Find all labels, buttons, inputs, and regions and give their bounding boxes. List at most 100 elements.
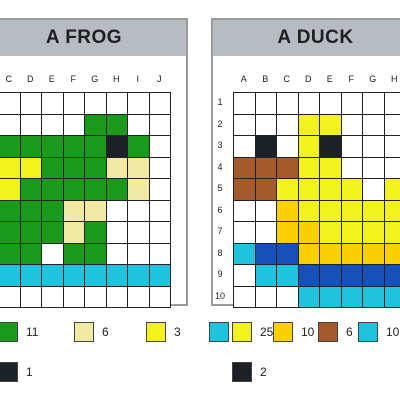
- frog-cell: [84, 156, 107, 179]
- duck-cell: [276, 221, 299, 244]
- frog-cell: [62, 92, 85, 115]
- frog-cell: [127, 113, 150, 136]
- frog-cell: [19, 242, 42, 265]
- frog-cell: [62, 221, 85, 244]
- frog-cell: [105, 113, 128, 136]
- duck-legend-count: 2: [260, 365, 267, 379]
- duck-row-number: 5: [217, 183, 223, 193]
- duck-cell: [383, 285, 400, 308]
- frog-cell: [84, 242, 107, 265]
- duck-column-letter: C: [283, 74, 291, 84]
- duck-cell: [319, 264, 342, 287]
- frog-cell: [84, 264, 107, 287]
- duck-column-letter: G: [369, 74, 377, 84]
- duck-cell: [254, 156, 277, 179]
- frog-legend-item: 1: [0, 362, 33, 382]
- duck-legend-count: 6: [346, 325, 353, 339]
- frog-cell: [19, 178, 42, 201]
- duck-cell: [383, 178, 400, 201]
- duck-cell: [319, 178, 342, 201]
- frog-cell: [41, 178, 64, 201]
- frog-legend-count: 1: [26, 365, 33, 379]
- duck-cell: [362, 199, 385, 222]
- duck-row-number: 8: [217, 247, 223, 258]
- frog-column-letter: F: [70, 74, 77, 84]
- frog-cell: [105, 264, 128, 287]
- duck-cell: [340, 92, 363, 115]
- frog-cell: [84, 92, 107, 115]
- frog-cell: [62, 135, 85, 158]
- duck-cell: [319, 92, 342, 115]
- duck-cell: [276, 178, 299, 201]
- duck-cell: [319, 135, 342, 158]
- duck-cell: [254, 92, 277, 115]
- frog-cell: [148, 285, 171, 308]
- frog-cell: [105, 135, 128, 158]
- frog-cell: [19, 285, 42, 308]
- duck-legend-swatch: [358, 322, 378, 342]
- duck-cell: [362, 264, 385, 287]
- frog-cell: [0, 156, 21, 179]
- duck-legend-count: 25: [260, 325, 274, 339]
- frog-panel: A FROG C D E F G H I J: [0, 18, 188, 308]
- duck-row-number: 6: [217, 204, 223, 215]
- duck-row-number: 2: [217, 118, 223, 129]
- frog-cell: [62, 156, 85, 179]
- frog-cell: [41, 285, 64, 308]
- duck-cell: [233, 221, 256, 244]
- frog-cell: [84, 113, 107, 136]
- duck-cell: [340, 135, 363, 158]
- duck-legend-item: 10: [358, 322, 399, 342]
- frog-cell: [19, 156, 42, 179]
- duck-cell: [319, 199, 342, 222]
- frog-column-letter: I: [136, 74, 139, 84]
- frog-cell: [105, 242, 128, 265]
- duck-title: A DUCK: [213, 20, 400, 56]
- duck-column-letter: D: [305, 74, 312, 84]
- frog-cell: [148, 135, 171, 158]
- frog-legend-count: 11: [26, 325, 39, 339]
- duck-cell: [254, 178, 277, 201]
- frog-cell: [0, 113, 21, 136]
- frog-legend-swatch: [146, 322, 166, 342]
- duck-cell: [383, 92, 400, 115]
- frog-title: A FROG: [0, 20, 186, 56]
- duck-column-letter: A: [240, 74, 247, 84]
- duck-row-number: 4: [217, 161, 223, 172]
- frog-legend-swatch: [74, 322, 94, 342]
- duck-cell: [383, 242, 400, 265]
- duck-cell: [383, 135, 400, 158]
- duck-cell: [233, 135, 256, 158]
- frog-cell: [0, 264, 21, 287]
- duck-grid: [233, 92, 400, 308]
- frog-cell: [0, 178, 21, 201]
- duck-cell: [233, 285, 256, 308]
- frog-cell: [105, 92, 128, 115]
- frog-cell: [148, 92, 171, 115]
- duck-legend-swatch: [318, 322, 338, 342]
- duck-row-number: 10: [214, 290, 225, 301]
- duck-legend-item: 10: [273, 322, 314, 342]
- frog-cell: [105, 221, 128, 244]
- duck-cell: [319, 156, 342, 179]
- duck-cell: [233, 156, 256, 179]
- frog-cell: [148, 113, 171, 136]
- duck-cell: [297, 178, 320, 201]
- frog-cell: [127, 264, 150, 287]
- frog-cell: [19, 199, 42, 222]
- frog-cell: [127, 199, 150, 222]
- frog-column-letter: H: [113, 74, 120, 84]
- frog-cell: [62, 242, 85, 265]
- duck-column-letter: B: [262, 74, 269, 84]
- frog-cell: [62, 285, 85, 308]
- frog-cell: [0, 221, 21, 244]
- duck-cell: [254, 113, 277, 136]
- duck-cell: [319, 285, 342, 308]
- duck-cell: [276, 264, 299, 287]
- duck-row-number: 7: [217, 226, 223, 236]
- duck-cell: [340, 264, 363, 287]
- duck-column-letter: E: [326, 74, 333, 84]
- duck-legend-item: 2: [232, 362, 267, 382]
- frog-cell: [84, 221, 107, 244]
- duck-cell: [362, 221, 385, 244]
